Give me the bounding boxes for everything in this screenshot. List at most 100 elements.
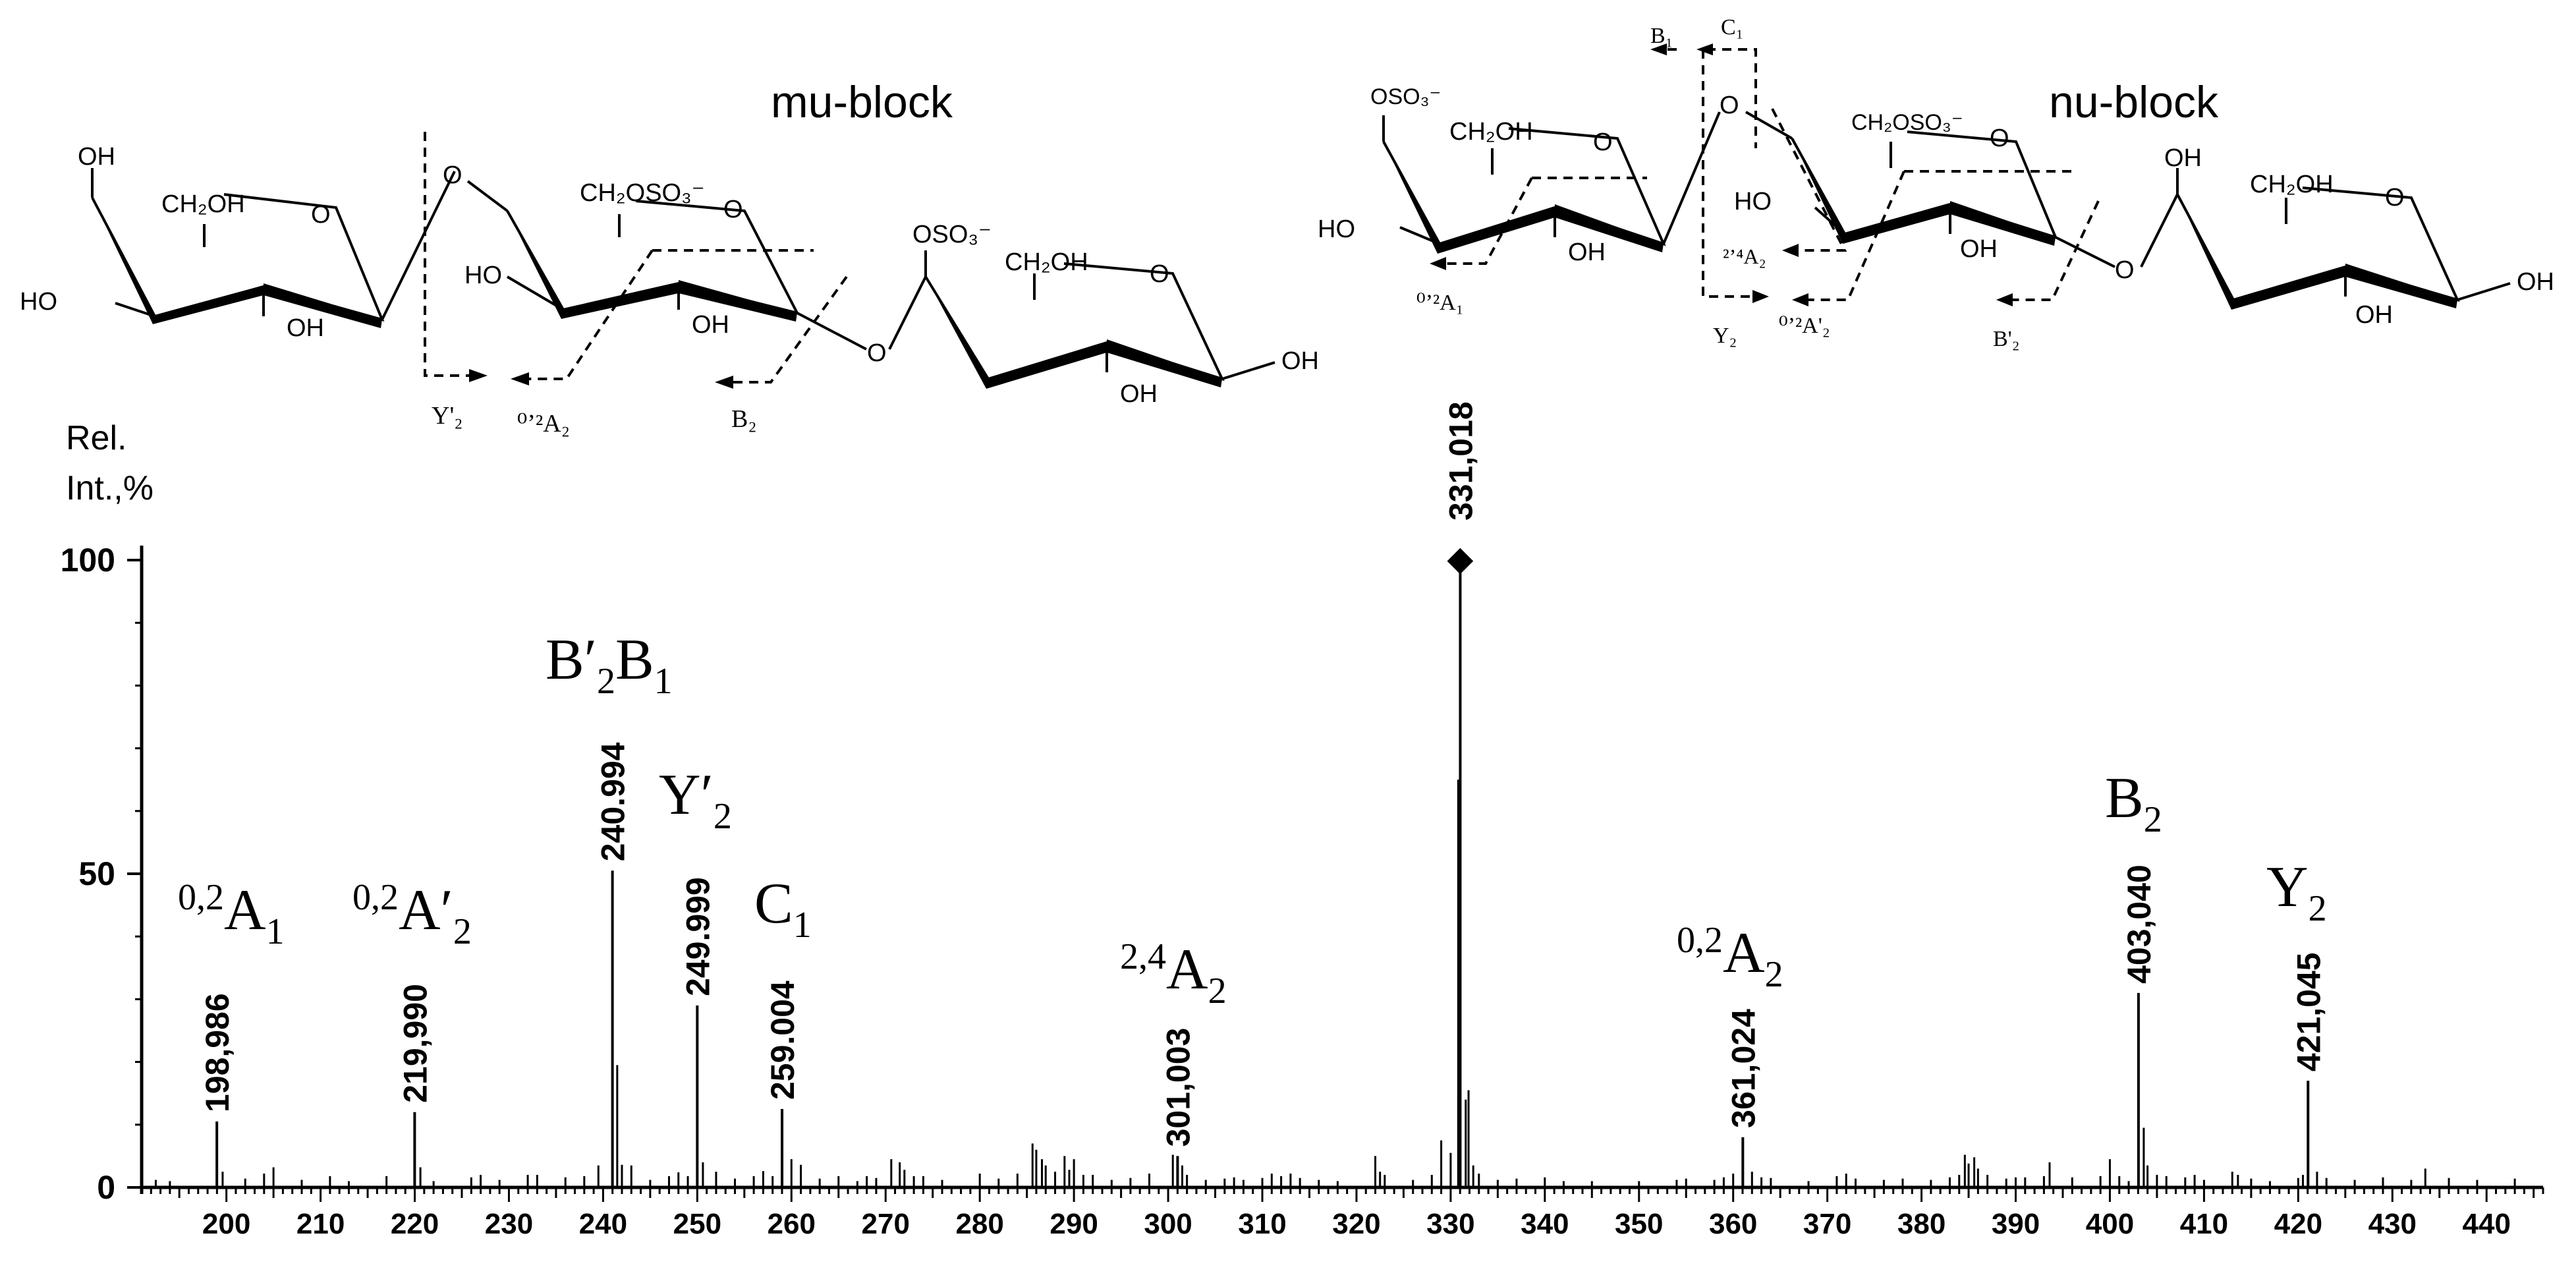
mu-r3-oh-right: OH [1281, 347, 1319, 375]
peak-mz-label: 198,986 [199, 993, 236, 1112]
x-tick-label: 350 [1615, 1208, 1663, 1240]
x-tick-label: 420 [2274, 1208, 2322, 1240]
nu-r2-ch2oso3: CH₂OSO₃⁻ [1851, 110, 1963, 135]
ion-label: 0,2A1 [178, 877, 285, 952]
x-tick-label: 220 [391, 1208, 439, 1240]
nu-r3-ring-o: O [2385, 184, 2405, 212]
nu-frag-c1: C₁ [1721, 15, 1744, 40]
peak-mz-label: 301,003 [1160, 1028, 1196, 1147]
y-tick-label: 50 [78, 855, 115, 892]
nu-cleavage-lines [1446, 48, 2100, 301]
nu-r3-o-link: O [2115, 256, 2135, 284]
spectrum-peaks [154, 560, 2516, 1187]
x-tick-label: 410 [2180, 1208, 2228, 1240]
nu-r1-ch2oh: CH₂OH [1449, 118, 1533, 146]
peak-mz-label: 361,024 [1725, 1009, 1762, 1128]
mu-r3-o-link: O [867, 339, 887, 367]
ion-label: B2 [2105, 766, 2162, 840]
nu-r2-o-link: O [1720, 92, 1739, 119]
nu-frag-b1: B₁ [1650, 24, 1673, 48]
nu-r1-oso3: OSO₃⁻ [1370, 84, 1441, 109]
mu-ring-3: O OSO₃⁻ CH₂OH O OH OH [867, 221, 1319, 408]
x-tick-label: 280 [955, 1208, 1003, 1240]
x-tick-label: 360 [1709, 1208, 1757, 1240]
x-tick-label: 230 [485, 1208, 533, 1240]
x-tick-label: 330 [1426, 1208, 1474, 1240]
spectrum-labels: 198,986 0,2A1 219,990 0,2A′2 240.994 B′2B1 249… [178, 401, 2327, 1147]
mu-ring-1: OH CH₂OH O HO OH [20, 143, 456, 342]
x-tick-label: 440 [2463, 1208, 2511, 1240]
nu-r3-oh-right: OH [2517, 268, 2554, 296]
nu-frag-a02-1: ⁰ʼ²A₁ [1416, 291, 1464, 315]
peak-mz-label: 249.999 [679, 877, 716, 996]
ion-label: 0,2A2 [1677, 920, 1783, 995]
peak-mz-label: 240.994 [595, 742, 632, 861]
nu-r2-ho-left: HO [1734, 188, 1772, 215]
y-axis-label-line2: Int.,% [66, 469, 154, 507]
ion-label: B′2B1 [546, 628, 673, 702]
x-tick-label: 390 [1992, 1208, 2040, 1240]
ion-label: Y′2 [659, 763, 732, 837]
spectrum-axes: 200 210 220 230 240 250 260 270 280 290 300 310 320 3… [61, 419, 2544, 1240]
ion-label: C1 [754, 872, 812, 946]
nu-arrowheads [1430, 43, 2013, 306]
mu-r2-o-link: O [443, 161, 462, 189]
y-tick-label: 0 [97, 1169, 115, 1206]
mu-r1-ring-o: O [311, 201, 331, 229]
ion-label: 2,4A2 [1120, 936, 1227, 1011]
mu-ring-2: O CH₂OSO₃⁻ O HO OH [443, 161, 867, 351]
nu-ring-1: OSO₃⁻ CH₂OH O HO OH [1318, 84, 1721, 266]
ion-label: Y2 [2266, 855, 2327, 929]
mu-r3-oh-bottom: OH [1120, 380, 1158, 408]
nu-r3-oh-top: OH [2164, 144, 2202, 172]
nu-frag-a24-2: ²ʼ⁴A₂ [1723, 244, 1766, 268]
x-tick-label: 380 [1897, 1208, 1946, 1240]
nu-r2-oh-bottom: OH [1960, 235, 1998, 263]
mu-cleavage-lines [424, 132, 848, 384]
peak-mz-label: 259.004 [764, 981, 801, 1100]
mu-r2-ch2oso3: CH₂OSO₃⁻ [580, 179, 705, 207]
nu-block-structure: nu-block OSO₃⁻ CH₂OH O HO OH O [1318, 15, 2554, 351]
x-tick-label: 250 [673, 1208, 721, 1240]
x-tick-label: 270 [862, 1208, 910, 1240]
mu-frag-y2p: Y'₂ [432, 402, 463, 430]
mu-r1-oh-top: OH [78, 143, 115, 171]
mu-r3-ch2oh: CH₂OH [1005, 248, 1088, 276]
mu-r1-oh-bottom: OH [287, 314, 324, 342]
nu-r2-ring-o: O [1990, 125, 2009, 152]
nu-r3-ch2oh: CH₂OH [2250, 171, 2334, 198]
x-tick-label: 370 [1803, 1208, 1851, 1240]
nu-ring-2: O CH₂OSO₃⁻ O HO OH [1720, 92, 2115, 268]
ion-label: 0,2A′2 [352, 877, 472, 952]
peak-mz-label: 421,045 [2290, 952, 2327, 1071]
peak-mz-label: 219,990 [397, 984, 434, 1103]
mu-r2-ring-o: O [723, 196, 743, 223]
mu-r1-ho-left: HO [20, 288, 57, 316]
x-tick-label: 200 [202, 1208, 250, 1240]
x-tick-label: 340 [1521, 1208, 1569, 1240]
mu-block-title: mu-block [771, 77, 953, 127]
x-tick-label: 300 [1144, 1208, 1192, 1240]
y-tick-label: 100 [61, 542, 115, 579]
x-tick-label: 260 [768, 1208, 816, 1240]
nu-r3-oh-bottom: OH [2355, 301, 2393, 329]
peak-mz-label: 403,040 [2121, 865, 2158, 984]
parent-ion-marker: ◆ [1447, 539, 1473, 579]
x-tick-label: 310 [1238, 1208, 1286, 1240]
mu-frag-b2: B₂ [731, 405, 757, 433]
nu-frag-b2p: B'₂ [1993, 327, 2020, 351]
mu-r1-ch2oh: CH₂OH [161, 190, 245, 218]
nu-block-title: nu-block [2049, 77, 2219, 127]
mu-frag-a02-2: ⁰ʼ²A₂ [517, 410, 570, 438]
nu-r1-ring-o: O [1593, 128, 1613, 156]
mu-r3-oso3: OSO₃⁻ [912, 221, 992, 248]
nu-r1-oh-bottom: OH [1568, 239, 1606, 266]
mu-r2-ho-left: HO [464, 262, 502, 289]
nu-frag-y2: Y₂ [1713, 324, 1737, 348]
mu-r2-oh-bottom: OH [692, 311, 729, 339]
mu-block-structure: mu-block OH CH₂OH O HO OH O [20, 77, 1319, 438]
mu-r3-ring-o: O [1150, 260, 1169, 288]
nu-ring-3: O OH CH₂OH O OH OH [2115, 144, 2554, 329]
